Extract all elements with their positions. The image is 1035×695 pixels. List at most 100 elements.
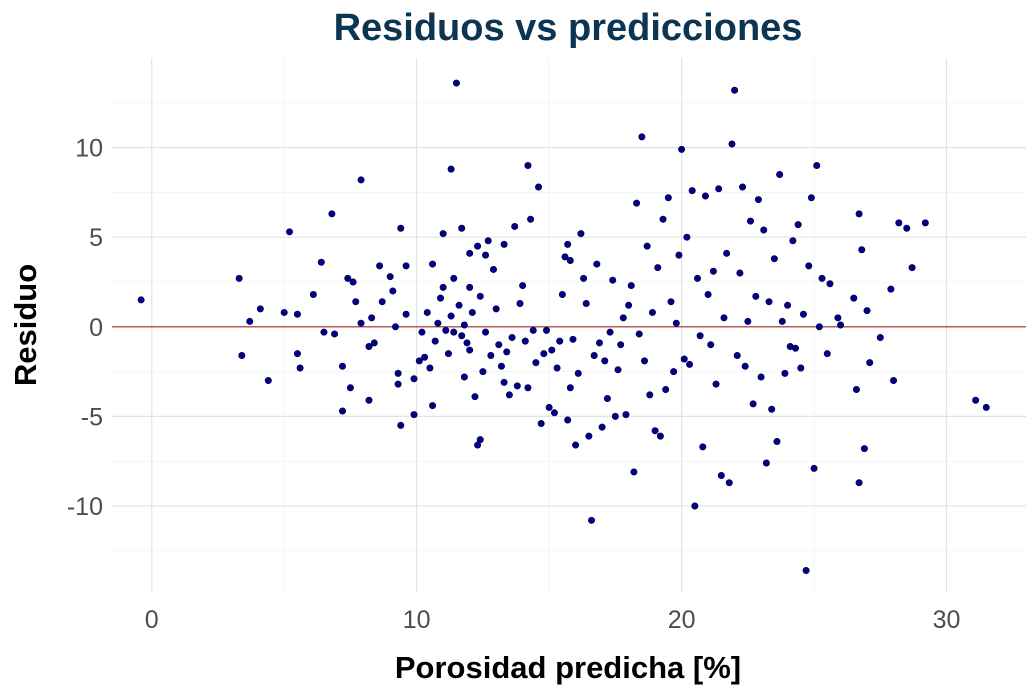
- data-point: [402, 262, 410, 270]
- data-point: [352, 298, 360, 306]
- data-point: [569, 335, 577, 343]
- data-point: [513, 382, 521, 390]
- data-point: [553, 364, 561, 372]
- data-point: [686, 360, 694, 368]
- data-point: [545, 403, 553, 411]
- data-point: [519, 282, 527, 290]
- data-point: [410, 411, 418, 419]
- data-point: [357, 319, 365, 327]
- data-point: [638, 133, 646, 141]
- x-tick-label: 10: [403, 606, 431, 634]
- data-point: [402, 310, 410, 318]
- data-point: [439, 283, 447, 291]
- data-point: [280, 308, 288, 316]
- grid: [112, 58, 1026, 592]
- data-point: [588, 516, 596, 524]
- data-point: [524, 384, 532, 392]
- data-point: [286, 228, 294, 236]
- data-point: [593, 260, 601, 268]
- data-point: [707, 341, 715, 349]
- data-point: [776, 170, 784, 178]
- data-point: [450, 274, 458, 282]
- data-point: [548, 346, 556, 354]
- x-tick-label: 0: [145, 606, 159, 634]
- data-point: [802, 566, 810, 574]
- data-point: [709, 267, 717, 275]
- data-point: [466, 283, 474, 291]
- data-point: [489, 265, 497, 273]
- data-point: [813, 162, 821, 170]
- data-point: [701, 192, 709, 200]
- data-point: [447, 312, 455, 320]
- data-point: [739, 183, 747, 191]
- data-point: [561, 253, 569, 261]
- data-point: [500, 378, 508, 386]
- data-point: [370, 339, 378, 347]
- data-point: [418, 328, 426, 336]
- data-point: [535, 183, 543, 191]
- data-point: [662, 386, 670, 394]
- data-point: [633, 199, 641, 207]
- data-point: [757, 373, 765, 381]
- data-point: [696, 332, 704, 340]
- data-point: [527, 215, 535, 223]
- data-point: [391, 323, 399, 331]
- data-point: [458, 224, 466, 232]
- data-point: [860, 445, 868, 453]
- data-point: [368, 314, 376, 322]
- data-point: [487, 351, 495, 359]
- x-tick-label: 20: [668, 606, 696, 634]
- data-point: [452, 79, 460, 87]
- data-point: [680, 355, 688, 363]
- data-point: [617, 341, 625, 349]
- data-point: [497, 362, 505, 370]
- data-point: [826, 280, 834, 288]
- data-point: [246, 317, 254, 325]
- data-point: [784, 301, 792, 309]
- data-point: [397, 224, 405, 232]
- data-point: [863, 307, 871, 315]
- data-point: [773, 437, 781, 445]
- data-point: [834, 314, 842, 322]
- data-point: [572, 441, 580, 449]
- data-point: [410, 375, 418, 383]
- data-point: [921, 219, 929, 227]
- data-point: [529, 326, 537, 334]
- data-point: [866, 359, 874, 367]
- data-point: [855, 210, 863, 218]
- data-point: [429, 402, 437, 410]
- data-point: [582, 299, 590, 307]
- data-point: [667, 298, 675, 306]
- data-point: [733, 351, 741, 359]
- data-point: [603, 394, 611, 402]
- data-point: [789, 237, 797, 245]
- data-point: [598, 423, 606, 431]
- data-point: [659, 215, 667, 223]
- chart-title: Residuos vs predicciones: [334, 7, 803, 49]
- data-point: [651, 427, 659, 435]
- y-axis-title: Residuo: [8, 264, 43, 386]
- data-point: [540, 350, 548, 358]
- data-point: [338, 362, 346, 370]
- data-point: [982, 403, 990, 411]
- data-point: [731, 86, 739, 94]
- data-point: [386, 273, 394, 281]
- data-point: [609, 276, 617, 284]
- data-point: [622, 411, 630, 419]
- data-point: [437, 294, 445, 302]
- data-point: [564, 240, 572, 248]
- data-point: [760, 226, 768, 234]
- data-point: [482, 328, 490, 336]
- data-point: [421, 353, 429, 361]
- data-point: [627, 282, 635, 290]
- data-point: [852, 386, 860, 394]
- y-tick-label: 0: [89, 314, 103, 342]
- x-axis-title: Porosidad predicha [%]: [395, 650, 741, 685]
- data-point: [460, 373, 468, 381]
- data-point: [595, 339, 603, 347]
- y-tick-label: -5: [81, 403, 103, 431]
- data-point: [664, 194, 672, 202]
- data-point: [672, 319, 680, 327]
- data-point: [317, 258, 325, 266]
